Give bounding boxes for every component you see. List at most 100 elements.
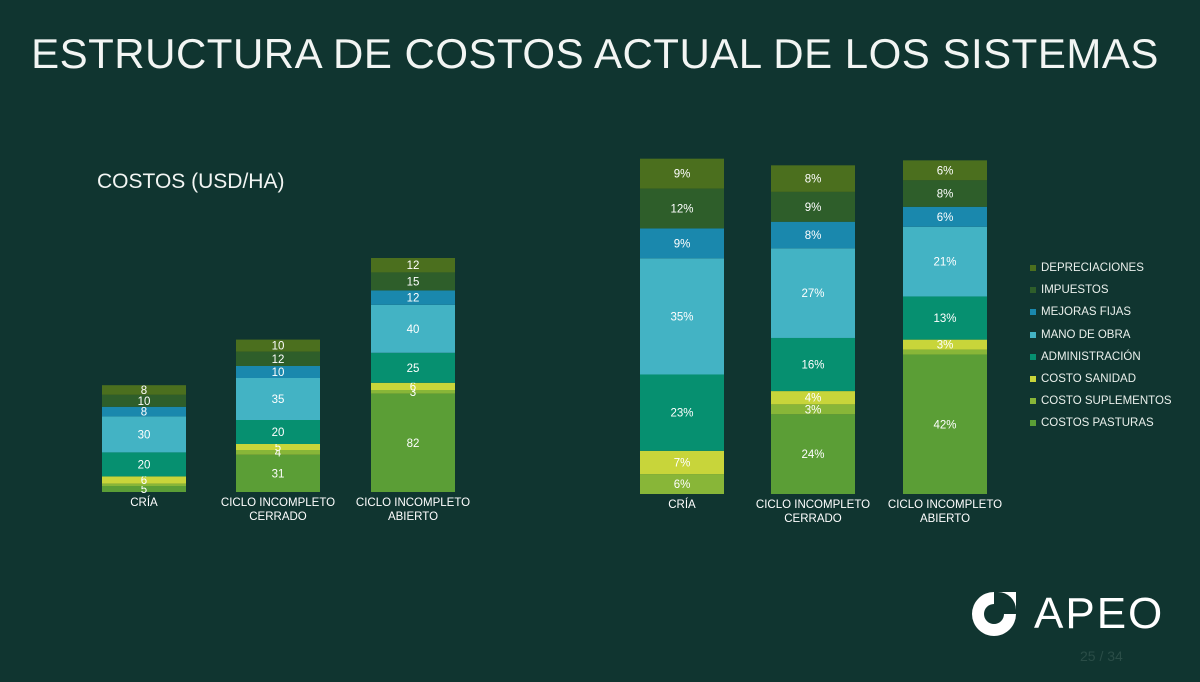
bar-segment [771, 191, 855, 222]
category-label: ABIERTO [920, 513, 970, 525]
bar-segment [236, 378, 320, 420]
bar-segment [640, 450, 724, 475]
data-label: 82 [407, 438, 420, 450]
legend-item: DEPRECIACIONES [1030, 257, 1172, 279]
data-label: 8% [805, 174, 822, 186]
data-label: 9% [674, 238, 691, 250]
category-label: CICLO INCOMPLETO [888, 499, 1002, 511]
legend-item: MANO DE OBRA [1030, 324, 1172, 346]
category-label: CRÍA [668, 498, 696, 511]
bar-segment [640, 158, 724, 189]
bar-segment [771, 414, 855, 494]
data-label: 31 [272, 468, 285, 480]
bar-segment [640, 474, 724, 494]
legend-swatch [1030, 287, 1036, 294]
bar-segment [903, 226, 987, 297]
data-label: 40 [407, 324, 420, 336]
legend-label: COSTO SANIDAD [1041, 373, 1136, 386]
bar-segment [903, 180, 987, 207]
legend-swatch [1030, 353, 1036, 360]
data-label: 30 [138, 429, 151, 441]
data-label: 12 [407, 260, 420, 272]
data-label: 12 [272, 354, 285, 366]
legend-item: COSTO SANIDAD [1030, 368, 1172, 390]
bar-segment [371, 258, 455, 273]
legend-label: ADMINISTRACIÓN [1041, 350, 1141, 363]
legend-swatch [1030, 309, 1036, 316]
bar-segment [903, 354, 987, 494]
bar-segment [371, 272, 455, 291]
bar-segment [903, 160, 987, 181]
bar-segment [371, 304, 455, 353]
bar-segment [371, 382, 455, 390]
legend-label: MANO DE OBRA [1041, 328, 1131, 341]
apeo-logo-icon [972, 592, 1016, 636]
data-label: 6 [141, 475, 147, 487]
legend-label: COSTOS PASTURAS [1041, 417, 1154, 430]
data-label: 24% [801, 449, 824, 461]
chart-subtitle: COSTOS (USD/HA) [97, 170, 285, 193]
data-label: 5 [141, 484, 147, 496]
bar-segment [236, 351, 320, 366]
data-label: 16% [801, 360, 824, 372]
data-label: 3% [937, 340, 954, 352]
data-label: 35% [670, 311, 693, 323]
percent-cost-chart: 6%7%23%35%9%12%9%CRÍA24%3%4%16%27%8%9%8%… [640, 158, 1002, 525]
bar-segment [903, 349, 987, 355]
legend-swatch [1030, 376, 1036, 383]
data-label: 7% [674, 457, 691, 469]
data-label: 27% [801, 288, 824, 300]
category-label: CICLO INCOMPLETO [756, 499, 870, 511]
bar-segment [102, 416, 186, 453]
legend-item: ADMINISTRACIÓN [1030, 346, 1172, 368]
legend-item: COSTO SUPLEMENTOS [1030, 390, 1172, 412]
legend-item: COSTOS PASTURAS [1030, 412, 1172, 434]
data-label: 23% [670, 408, 693, 420]
bar-segment [102, 385, 186, 395]
data-label: 15 [407, 276, 420, 288]
page-title: ESTRUCTURA DE COSTOS ACTUAL DE LOS SISTE… [31, 30, 1159, 77]
data-label: 3% [805, 404, 822, 416]
bar-segment [903, 339, 987, 350]
data-label: 5 [275, 442, 281, 454]
bar-segment [771, 165, 855, 192]
chart-legend: DEPRECIACIONES IMPUESTOS MEJORAS FIJAS MANO… [1030, 257, 1172, 435]
bar-segment [771, 248, 855, 338]
data-label: 25 [407, 363, 420, 375]
bar-segment [371, 352, 455, 383]
data-label: 8 [141, 407, 147, 419]
category-label: CRÍA [130, 496, 158, 509]
bar-segment [102, 476, 186, 484]
bar-segment [640, 374, 724, 451]
legend-swatch [1030, 420, 1036, 427]
data-label: 10 [272, 341, 285, 353]
legend-label: MEJORAS FIJAS [1041, 306, 1132, 319]
category-label: ABIERTO [388, 511, 438, 523]
data-label: 8% [937, 189, 954, 201]
data-label: 10 [138, 396, 151, 408]
legend-item: IMPUESTOS [1030, 279, 1172, 301]
bar-segment [102, 483, 186, 486]
data-label: 35 [272, 394, 285, 406]
bar-segment [640, 228, 724, 259]
bar-segment [371, 290, 455, 305]
data-label: 6% [674, 479, 691, 491]
legend-label: DEPRECIACIONES [1041, 262, 1144, 275]
bar-segment [771, 391, 855, 405]
data-label: 20 [138, 459, 151, 471]
bar-segment [236, 450, 320, 455]
bar-segment [102, 394, 186, 407]
legend-label: IMPUESTOS [1041, 284, 1109, 297]
apeo-logo: APEO [966, 586, 1164, 642]
data-label: 12% [670, 203, 693, 215]
bar-segment [371, 390, 455, 394]
category-label: CICLO INCOMPLETO [221, 497, 335, 509]
data-label: 20 [272, 427, 285, 439]
data-label: 42% [933, 419, 956, 431]
data-label: 21% [933, 257, 956, 269]
data-label: 4% [805, 393, 822, 405]
bar-segment [640, 258, 724, 375]
data-label: 8 [141, 385, 147, 397]
page-number: 25 / 34 [1080, 648, 1123, 664]
